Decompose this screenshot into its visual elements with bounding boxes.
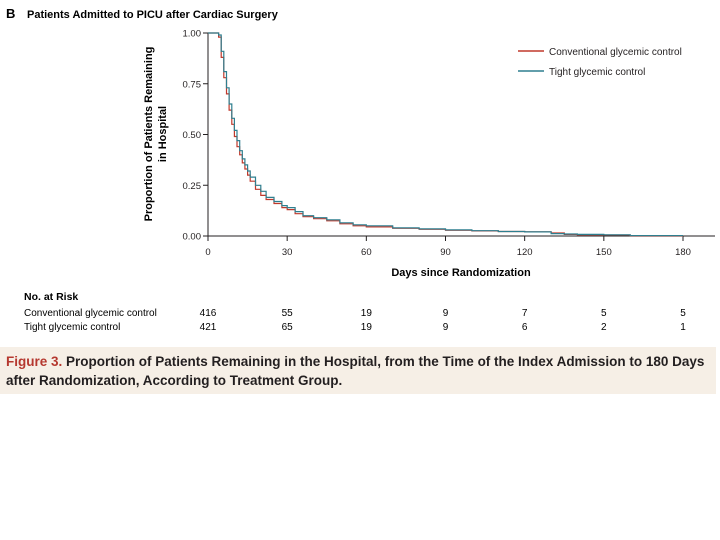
- x-tick-label: 180: [675, 247, 691, 258]
- panel-letter: B: [6, 6, 15, 21]
- x-tick-label: 90: [440, 247, 451, 258]
- axes: 0.00 0.25 0.50 0.75 1.00 0 30 60 90 120 150 180: [183, 29, 715, 258]
- risk-value: 421: [200, 322, 217, 333]
- risk-value: 9: [443, 322, 449, 333]
- risk-value: 5: [601, 308, 607, 319]
- km-chart: B Patients Admitted to PICU after Cardia…: [6, 6, 715, 333]
- risk-value: 7: [522, 308, 528, 319]
- y-tick-label: 0.25: [183, 181, 202, 192]
- y-tick-label: 0.50: [183, 130, 202, 141]
- x-tick-label: 30: [282, 247, 293, 258]
- risk-value: 6: [522, 322, 528, 333]
- x-tick-label: 60: [361, 247, 372, 258]
- risk-value: 5: [680, 308, 686, 319]
- risk-value: 55: [282, 308, 294, 319]
- x-tick-label: 120: [517, 247, 533, 258]
- legend-label-tight: Tight glycemic control: [549, 67, 645, 78]
- x-tick-label: 0: [205, 247, 210, 258]
- curve-tight: [208, 32, 683, 237]
- figure-caption-box: Figure 3. Proportion of Patients Remaini…: [0, 347, 716, 394]
- risk-value: 65: [282, 322, 294, 333]
- risk-value: 19: [361, 308, 373, 319]
- risk-value: 9: [443, 308, 449, 319]
- figure-caption: Figure 3. Proportion of Patients Remaini…: [6, 352, 710, 390]
- risk-table-heading: No. at Risk: [24, 291, 78, 303]
- y-axis-label-line-1: Proportion of Patients Remaining: [143, 47, 155, 222]
- y-axis-label-line-2: in Hospital: [157, 106, 169, 162]
- x-tick-label: 150: [596, 247, 612, 258]
- legend-label-conventional: Conventional glycemic control: [549, 47, 682, 58]
- risk-value: 1: [680, 322, 686, 333]
- risk-row-label-tight: Tight glycemic control: [24, 322, 120, 333]
- figure-caption-text: Proportion of Patients Remaining in the …: [6, 354, 705, 388]
- figure-label: Figure 3.: [6, 354, 63, 369]
- risk-value: 416: [200, 308, 217, 319]
- legend: Conventional glycemic control Tight glyc…: [518, 47, 682, 78]
- risk-value: 2: [601, 322, 607, 333]
- risk-table: No. at Risk Conventional glycemic contro…: [24, 291, 686, 333]
- risk-value: 19: [361, 322, 373, 333]
- y-tick-label: 0.00: [183, 232, 202, 243]
- x-axis-label: Days since Randomization: [391, 267, 531, 279]
- survival-curves: [208, 32, 683, 237]
- panel-title: Patients Admitted to PICU after Cardiac …: [27, 9, 279, 21]
- curve-conventional: [208, 32, 683, 237]
- y-tick-label: 0.75: [183, 79, 202, 90]
- risk-row-label-conventional: Conventional glycemic control: [24, 308, 157, 319]
- y-tick-label: 1.00: [183, 29, 202, 40]
